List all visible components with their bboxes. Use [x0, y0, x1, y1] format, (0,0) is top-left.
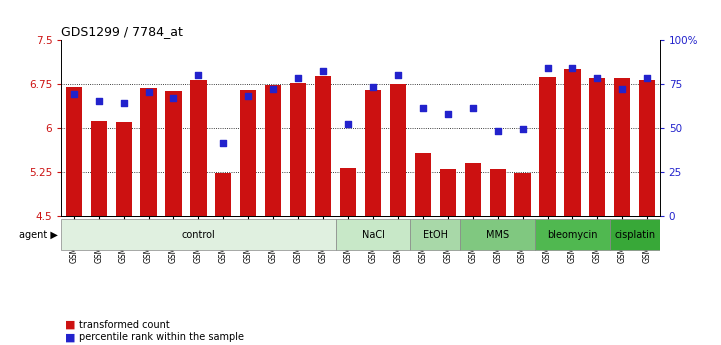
- Bar: [141, 88, 156, 216]
- Text: control: control: [182, 230, 216, 239]
- Bar: [565, 69, 580, 216]
- Text: ■: ■: [65, 332, 76, 342]
- Text: cisplatin: cisplatin: [614, 230, 655, 239]
- Bar: [464, 163, 481, 216]
- Point: [567, 65, 578, 71]
- Point: [68, 91, 79, 97]
- Bar: [216, 174, 231, 216]
- Bar: [639, 80, 655, 216]
- Bar: [265, 85, 281, 216]
- Bar: [91, 121, 107, 216]
- Point: [392, 72, 404, 78]
- Bar: [340, 168, 356, 216]
- Bar: [240, 89, 257, 216]
- Point: [342, 121, 354, 127]
- Point: [541, 65, 553, 71]
- Bar: [440, 169, 456, 216]
- Point: [417, 106, 428, 111]
- Bar: [190, 80, 206, 216]
- Bar: [610, 219, 660, 250]
- Text: agent ▶: agent ▶: [19, 230, 58, 239]
- Point: [467, 106, 479, 111]
- Point: [317, 69, 329, 74]
- Point: [143, 90, 154, 95]
- Text: bleomycin: bleomycin: [547, 230, 598, 239]
- Bar: [66, 87, 82, 216]
- Bar: [490, 169, 505, 216]
- Point: [592, 76, 603, 81]
- Bar: [415, 154, 431, 216]
- Point: [193, 72, 204, 78]
- Point: [118, 100, 129, 106]
- Bar: [61, 219, 335, 250]
- Bar: [290, 83, 306, 216]
- Bar: [460, 219, 535, 250]
- Point: [492, 128, 503, 134]
- Text: percentile rank within the sample: percentile rank within the sample: [79, 332, 244, 342]
- Bar: [614, 78, 630, 216]
- Text: transformed count: transformed count: [79, 320, 170, 330]
- Text: EtOH: EtOH: [423, 230, 448, 239]
- Point: [517, 127, 528, 132]
- Point: [293, 76, 304, 81]
- Bar: [335, 219, 410, 250]
- Point: [616, 86, 628, 92]
- Point: [218, 141, 229, 146]
- Point: [93, 99, 105, 104]
- Point: [442, 111, 454, 116]
- Point: [242, 93, 254, 99]
- Text: GDS1299 / 7784_at: GDS1299 / 7784_at: [61, 26, 183, 39]
- Bar: [165, 91, 182, 216]
- Text: ■: ■: [65, 320, 76, 330]
- Bar: [115, 122, 132, 216]
- Bar: [515, 173, 531, 216]
- Point: [267, 86, 279, 92]
- Bar: [365, 89, 381, 216]
- Bar: [410, 219, 460, 250]
- Bar: [315, 76, 331, 216]
- Text: MMS: MMS: [486, 230, 509, 239]
- Bar: [390, 84, 406, 216]
- Bar: [535, 219, 610, 250]
- Bar: [589, 78, 606, 216]
- Point: [168, 95, 180, 100]
- Text: NaCl: NaCl: [361, 230, 384, 239]
- Bar: [539, 77, 556, 216]
- Point: [642, 76, 653, 81]
- Point: [367, 85, 379, 90]
